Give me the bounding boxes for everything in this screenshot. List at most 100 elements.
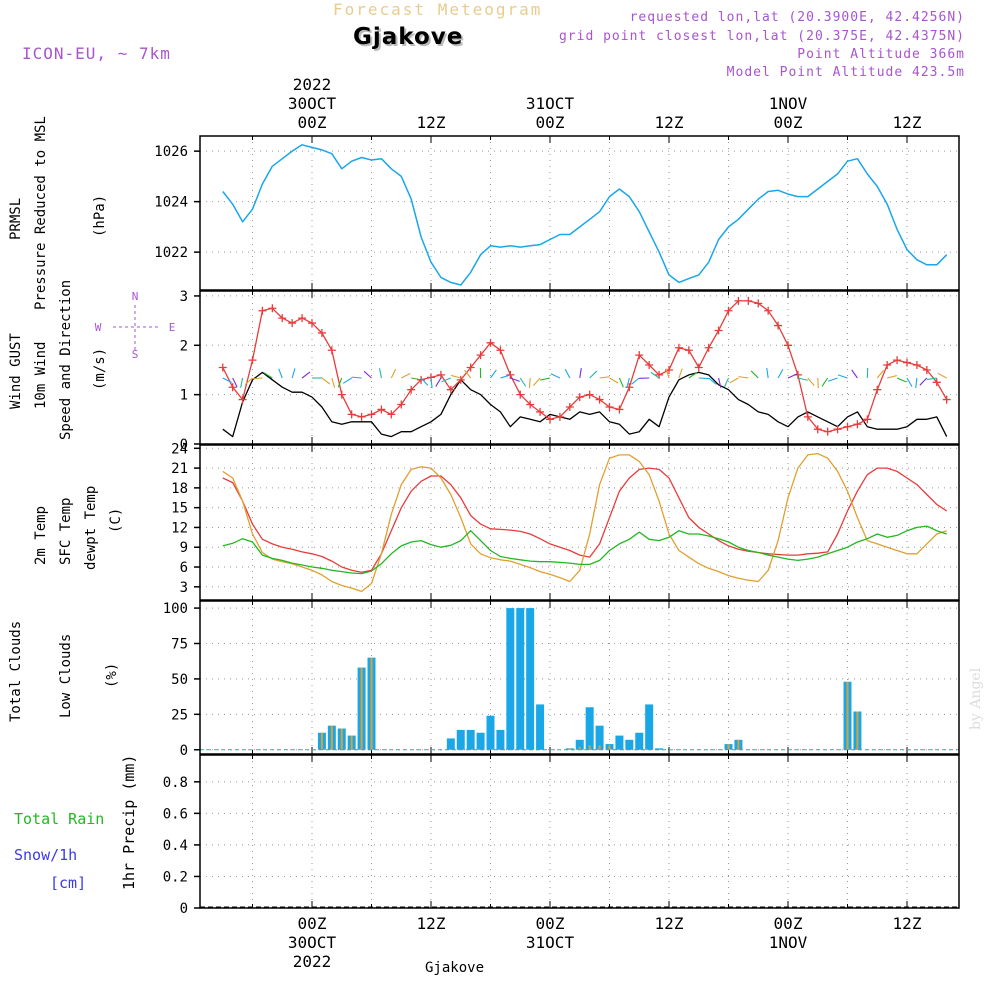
y-tick-label: 25 bbox=[171, 707, 188, 723]
wind-direction-arrow bbox=[331, 377, 336, 388]
wind-direction-arrow bbox=[464, 369, 472, 379]
y-tick-label: 6 bbox=[180, 560, 188, 576]
wind-gust-marker bbox=[466, 363, 475, 372]
cloud-low-bar bbox=[330, 725, 333, 750]
wind-direction-arrow bbox=[564, 368, 571, 379]
wind-gust-marker bbox=[407, 385, 416, 394]
wind-direction-arrow bbox=[519, 377, 527, 387]
wind-direction-arrow bbox=[321, 377, 331, 385]
wind-direction-arrow bbox=[450, 374, 461, 379]
wind-gust-marker bbox=[476, 351, 485, 360]
wind-gust-marker bbox=[546, 415, 554, 424]
bottom-time-label: 31OCT bbox=[526, 933, 575, 952]
wind-gust-marker bbox=[605, 402, 614, 411]
wind-gust-marker bbox=[734, 296, 743, 305]
wind-direction-arrow bbox=[609, 377, 619, 384]
footer-location: Gjakove bbox=[425, 960, 485, 976]
bottom-time-label: 12Z bbox=[417, 914, 446, 933]
wind-direction-arrow bbox=[244, 377, 253, 386]
wind-direction-arrow bbox=[678, 368, 683, 379]
wind-gust-marker bbox=[555, 412, 564, 421]
y-tick-label: 1 bbox=[180, 388, 188, 404]
wind-gust-marker bbox=[774, 321, 783, 330]
wind-direction-arrow bbox=[435, 377, 442, 387]
wind-gust-marker bbox=[327, 346, 336, 355]
wind-direction-arrow bbox=[301, 371, 311, 379]
top-time-label: 12Z bbox=[417, 113, 446, 132]
wind-direction-arrow bbox=[665, 368, 670, 379]
wind-direction-arrow bbox=[363, 370, 372, 379]
y-tick-label: 0 bbox=[180, 437, 188, 453]
wind-gust-line bbox=[222, 300, 948, 433]
panel-frame-0 bbox=[199, 135, 960, 291]
city-title: Gjakove bbox=[353, 24, 464, 50]
wind-direction-arrow bbox=[729, 377, 739, 384]
wind-gust-marker bbox=[714, 326, 723, 335]
wind-direction-arrow bbox=[708, 377, 717, 385]
wind-gust-marker bbox=[298, 314, 307, 323]
cloud-low-bar bbox=[578, 746, 581, 750]
requested-coords: requested lon,lat (20.3900E, 42.4256N) bbox=[629, 10, 965, 25]
wind-direction-arrow bbox=[837, 374, 848, 379]
wind-direction-arrow bbox=[787, 373, 798, 379]
compass-e: E bbox=[169, 321, 176, 334]
cloud-total-bar bbox=[446, 738, 455, 750]
wind-direction-arrow bbox=[915, 377, 918, 388]
wind-gust-marker bbox=[565, 402, 574, 411]
wind-gust-marker bbox=[377, 405, 386, 414]
cloud-total-bar bbox=[615, 735, 624, 750]
wind-gust-marker bbox=[853, 420, 862, 429]
precip-rain-label: Total Rain bbox=[14, 810, 105, 828]
y-tick-label: 0 bbox=[180, 901, 188, 917]
compass-n: N bbox=[132, 290, 139, 303]
wind-direction-arrow bbox=[490, 369, 497, 379]
wind-direction-arrow bbox=[937, 372, 947, 379]
wind-direction-arrow bbox=[817, 377, 819, 389]
top-time-label: 30OCT bbox=[288, 94, 337, 113]
wind-gust-marker bbox=[516, 390, 525, 399]
cloud-low-bar bbox=[340, 728, 343, 750]
y-tick-label: 2 bbox=[180, 338, 188, 354]
y-tick-label: 3 bbox=[180, 289, 188, 305]
wind-direction-arrow bbox=[589, 370, 598, 379]
wind-gust-marker bbox=[724, 306, 733, 315]
wind-direction-arrow bbox=[896, 377, 907, 383]
cloud-low-bar bbox=[588, 745, 591, 750]
wind-direction-arrow bbox=[851, 369, 858, 379]
cloud-total-bar bbox=[486, 715, 495, 750]
wind-direction-arrow bbox=[919, 377, 928, 386]
wind-direction-arrow bbox=[510, 377, 520, 382]
wind-direction-arrow bbox=[533, 377, 541, 386]
y-tick-label: 3 bbox=[180, 580, 188, 596]
wind-gust-marker bbox=[764, 306, 773, 315]
cloud-low-bar bbox=[727, 744, 730, 750]
wind-gust-marker bbox=[615, 405, 624, 414]
wind-gust-marker bbox=[585, 390, 594, 399]
temp-line-1 bbox=[222, 452, 947, 593]
wind-gust-marker bbox=[526, 400, 535, 409]
wind-gust-marker bbox=[942, 395, 951, 404]
wind-direction-arrow bbox=[401, 372, 411, 379]
wind-gust-marker bbox=[238, 395, 247, 404]
wind-direction-arrow bbox=[797, 377, 808, 381]
y-tick-label: 1024 bbox=[154, 195, 188, 211]
wind-gust-marker bbox=[417, 375, 426, 384]
wind-direction-arrow bbox=[688, 371, 698, 379]
cloud-total-bar bbox=[526, 608, 535, 750]
panel-frame-3 bbox=[199, 600, 960, 755]
wind-direction-arrow bbox=[337, 377, 343, 388]
bottom-time-label: 00Z bbox=[298, 914, 327, 933]
wind-gust-marker bbox=[248, 356, 257, 365]
precip-snow-label: Snow/1h bbox=[14, 846, 78, 864]
y-tick-label: 18 bbox=[171, 481, 188, 497]
wind-gust-marker bbox=[754, 299, 763, 308]
wind-direction-arrow bbox=[926, 377, 937, 381]
cloud-total-bar bbox=[595, 725, 604, 750]
y-tick-label: 1022 bbox=[154, 245, 188, 261]
wind-gust-marker bbox=[228, 383, 237, 392]
top-time-label: 12Z bbox=[893, 113, 922, 132]
precip-snow-unit: [cm] bbox=[50, 874, 87, 892]
top-time-label: 00Z bbox=[774, 113, 803, 132]
wind-direction-arrow bbox=[351, 376, 362, 379]
